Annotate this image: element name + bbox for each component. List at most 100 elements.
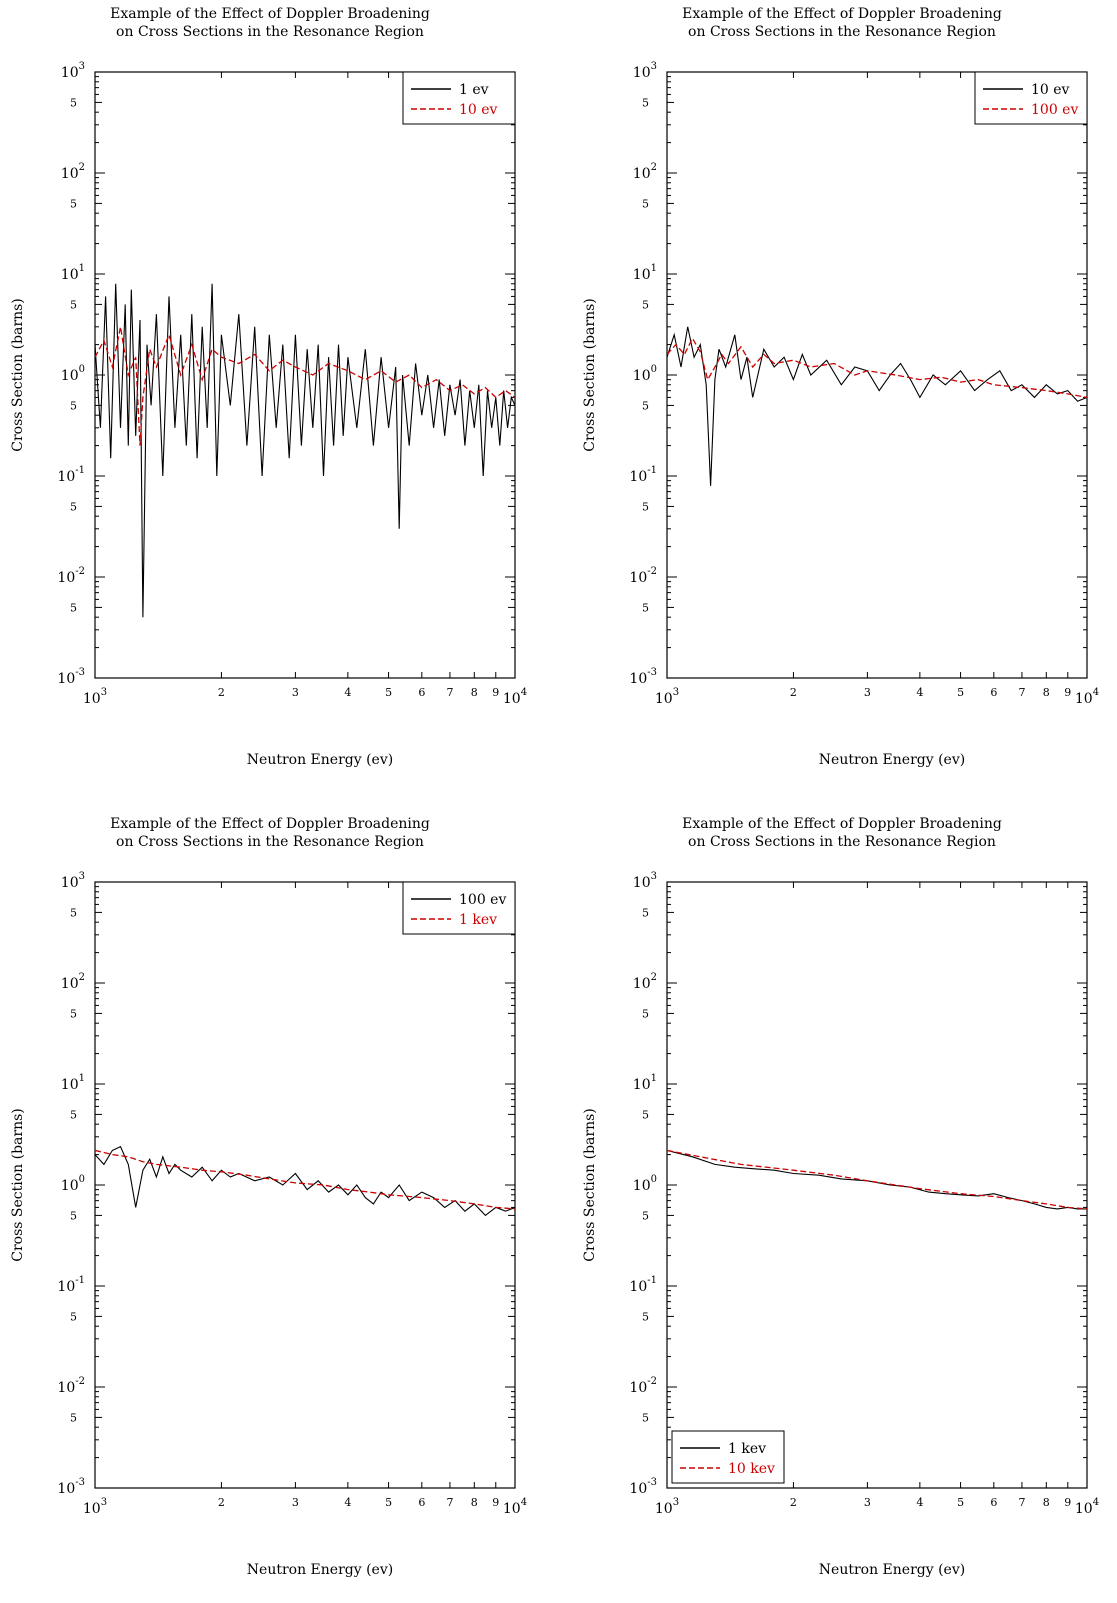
y-minor-label: 5 <box>642 500 649 513</box>
x-tick-label: 3 <box>864 1496 871 1509</box>
x-axis-label: Neutron Energy (ev) <box>246 752 394 768</box>
y-tick-label: 10-2 <box>629 1376 657 1396</box>
y-tick-label: 103 <box>61 871 85 891</box>
x-tick-label: 2 <box>790 1496 797 1509</box>
x-tick-label: 6 <box>990 686 997 699</box>
chart-title-line1: Example of the Effect of Doppler Broaden… <box>110 6 430 22</box>
y-tick-label: 102 <box>61 162 85 182</box>
y-minor-label: 5 <box>642 1310 649 1323</box>
y-axis-label: Cross Section (barns) <box>10 298 26 452</box>
y-minor-label: 5 <box>642 96 649 109</box>
x-tick-label: 7 <box>1018 686 1025 699</box>
series-line-1 <box>667 1149 1087 1210</box>
x-tick-label: 8 <box>471 686 478 699</box>
series-line-1 <box>667 326 1087 486</box>
y-tick-label: 103 <box>633 871 657 891</box>
x-tick-label: 3 <box>292 1496 299 1509</box>
y-tick-label: 100 <box>633 364 657 384</box>
chart-title-line1: Example of the Effect of Doppler Broaden… <box>682 6 1002 22</box>
y-tick-label: 10-1 <box>629 1275 657 1295</box>
y-tick-label: 10-2 <box>629 566 657 586</box>
y-tick-label: 102 <box>61 972 85 992</box>
x-tick-label: 9 <box>492 1496 499 1509</box>
x-axis-label: Neutron Energy (ev) <box>246 1562 394 1578</box>
legend-label: 100 ev <box>1031 102 1078 118</box>
legend-box <box>671 1430 785 1484</box>
y-tick-label: 10-3 <box>629 1477 657 1497</box>
y-tick-label: 10-3 <box>629 667 657 687</box>
y-axis-label: Cross Section (barns) <box>10 1108 26 1262</box>
y-minor-label: 5 <box>70 1007 77 1020</box>
x-axis-label: Neutron Energy (ev) <box>818 1562 966 1578</box>
chart-panel-2: Example of the Effect of Doppler Broaden… <box>572 0 1112 780</box>
y-tick-label: 10-1 <box>57 1275 85 1295</box>
x-tick-label: 104 <box>503 687 527 707</box>
y-minor-label: 5 <box>642 298 649 311</box>
chart-plot-4: 10-3 5 10-2 5 10-1 5 100 5 101 5 102 5 103 103 104 2 3 4 5… <box>582 871 1099 1517</box>
chart-title-line2: on Cross Sections in the Resonance Regio… <box>116 24 424 40</box>
x-tick-label: 4 <box>344 686 351 699</box>
chart-title-line2: on Cross Sections in the Resonance Regio… <box>688 24 996 40</box>
x-tick-label: 104 <box>503 1497 527 1517</box>
x-tick-label: 104 <box>1075 1497 1099 1517</box>
legend-label: 10 kev <box>728 1461 775 1477</box>
x-tick-label: 8 <box>1043 1496 1050 1509</box>
y-tick-label: 101 <box>61 263 85 283</box>
y-minor-label: 5 <box>642 1108 649 1121</box>
y-tick-label: 10-2 <box>57 1376 85 1396</box>
x-tick-label: 3 <box>292 686 299 699</box>
y-tick-label: 100 <box>61 1174 85 1194</box>
x-tick-label: 4 <box>344 1496 351 1509</box>
x-tick-label: 6 <box>418 686 425 699</box>
plot-frame <box>666 71 1088 679</box>
x-tick-label: 7 <box>446 1496 453 1509</box>
y-tick-label: 100 <box>61 364 85 384</box>
y-minor-label: 5 <box>642 197 649 210</box>
chart-panel-3: Example of the Effect of Doppler Broaden… <box>0 810 540 1590</box>
x-axis-label: Neutron Energy (ev) <box>818 752 966 768</box>
x-tick-label: 4 <box>916 686 923 699</box>
y-minor-label: 5 <box>642 601 649 614</box>
y-axis-label: Cross Section (barns) <box>582 1108 598 1262</box>
y-minor-label: 5 <box>70 298 77 311</box>
y-minor-label: 5 <box>70 1108 77 1121</box>
series-line-2 <box>667 1149 1087 1210</box>
y-tick-label: 102 <box>633 162 657 182</box>
plot-frame <box>94 71 516 679</box>
x-tick-label: 8 <box>1043 686 1050 699</box>
x-tick-label: 103 <box>83 687 107 707</box>
chart-panel-1: Example of the Effect of Doppler Broaden… <box>0 0 540 780</box>
legend-label: 1 kev <box>459 912 497 928</box>
x-tick-label: 7 <box>446 686 453 699</box>
y-minor-label: 5 <box>70 1411 77 1424</box>
legend-box <box>974 71 1088 125</box>
x-tick-label: 103 <box>655 687 679 707</box>
chart-title-line1: Example of the Effect of Doppler Broaden… <box>682 816 1002 832</box>
x-tick-label: 9 <box>1064 686 1071 699</box>
y-minor-label: 5 <box>70 96 77 109</box>
y-minor-label: 5 <box>642 906 649 919</box>
x-tick-label: 6 <box>990 1496 997 1509</box>
legend-label: 10 ev <box>1031 82 1070 98</box>
y-tick-label: 100 <box>633 1174 657 1194</box>
x-tick-label: 2 <box>790 686 797 699</box>
series-line-1 <box>95 283 515 618</box>
y-tick-label: 101 <box>633 1073 657 1093</box>
y-minor-label: 5 <box>70 197 77 210</box>
chart-title-line2: on Cross Sections in the Resonance Regio… <box>688 834 996 850</box>
y-minor-label: 5 <box>70 1209 77 1222</box>
x-tick-label: 2 <box>218 1496 225 1509</box>
legend-label: 10 ev <box>459 102 498 118</box>
y-minor-label: 5 <box>70 906 77 919</box>
legend-box <box>402 881 516 935</box>
x-tick-label: 6 <box>418 1496 425 1509</box>
chart-title-line2: on Cross Sections in the Resonance Regio… <box>116 834 424 850</box>
x-tick-label: 5 <box>957 686 964 699</box>
chart-plot-2: 10-3 5 10-2 5 10-1 5 100 5 101 5 102 5 103 103 104 2 3 4 5… <box>582 61 1099 707</box>
y-minor-label: 5 <box>642 1411 649 1424</box>
chart-plot-1: 10-3 5 10-2 5 10-1 5 100 5 101 5 102 5 103 103 104 2 3 4 5… <box>10 61 527 707</box>
y-minor-label: 5 <box>70 399 77 412</box>
y-tick-label: 10-3 <box>57 1477 85 1497</box>
chart-title-line1: Example of the Effect of Doppler Broaden… <box>110 816 430 832</box>
series-line-1 <box>95 1145 515 1217</box>
